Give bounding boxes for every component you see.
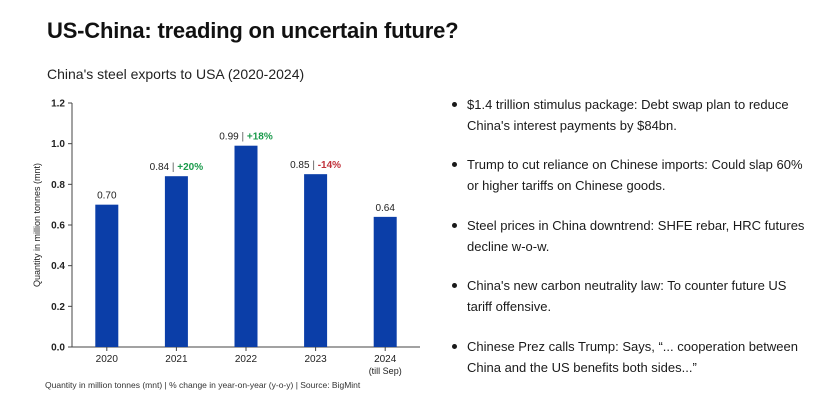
bar <box>373 216 397 347</box>
bullet-text: $1.4 trillion stimulus package: Debt swa… <box>467 97 789 133</box>
bar <box>234 145 258 347</box>
bullet-text: Trump to cut reliance on Chinese imports… <box>467 157 803 193</box>
y-tick-label: 0.4 <box>51 261 65 272</box>
bullet-item: Trump to cut reliance on Chinese imports… <box>452 154 812 196</box>
y-tick-label: 0.8 <box>51 180 65 191</box>
bullet-text: Chinese Prez calls Trump: Says, “... coo… <box>467 339 798 375</box>
x-tick-sublabel: (till Sep) <box>369 366 402 376</box>
bullet-item: China's new carbon neutrality law: To co… <box>452 275 812 317</box>
data-label: 0.84 | +20% <box>150 162 204 173</box>
data-label: 0.85 | -14% <box>290 160 341 171</box>
y-axis-label: Quantity in million tonnes (mnt) <box>32 163 42 287</box>
chart-title: China's steel exports to USA (2020-2024) <box>47 66 305 82</box>
x-tick-label: 2020 <box>96 354 119 365</box>
y-tick-label: 0.6 <box>51 221 65 232</box>
bullet-dot-icon <box>452 162 457 167</box>
bullet-dot-icon <box>452 283 457 288</box>
bullet-text: China's new carbon neutrality law: To co… <box>467 278 787 314</box>
bullet-item: Steel prices in China downtrend: SHFE re… <box>452 215 812 257</box>
x-tick-label: 2022 <box>235 354 258 365</box>
bullet-dot-icon <box>452 223 457 228</box>
bullet-item: $1.4 trillion stimulus package: Debt swa… <box>452 94 812 136</box>
chart-footnote: Quantity in million tonnes (mnt) | % cha… <box>45 380 361 390</box>
y-tick-label: 1.2 <box>51 99 65 110</box>
y-tick-label: 0.0 <box>51 343 65 354</box>
bar <box>164 176 188 347</box>
x-tick-label: 2023 <box>304 354 327 365</box>
y-tick-label: 0.2 <box>51 302 65 313</box>
bar <box>304 174 328 347</box>
bar <box>95 204 119 347</box>
x-tick-label: 2021 <box>165 354 188 365</box>
bullet-dot-icon <box>452 344 457 349</box>
bullet-text: Steel prices in China downtrend: SHFE re… <box>467 218 805 254</box>
data-label: 0.64 <box>375 203 395 214</box>
bullet-dot-icon <box>452 102 457 107</box>
data-label: 0.99 | +18% <box>219 132 273 143</box>
data-label: 0.70 <box>97 191 117 202</box>
page-title: US-China: treading on uncertain future? <box>47 18 459 43</box>
x-tick-label: 2024 <box>374 354 397 365</box>
y-tick-label: 1.0 <box>51 139 65 150</box>
bullet-item: Chinese Prez calls Trump: Says, “... coo… <box>452 336 812 378</box>
